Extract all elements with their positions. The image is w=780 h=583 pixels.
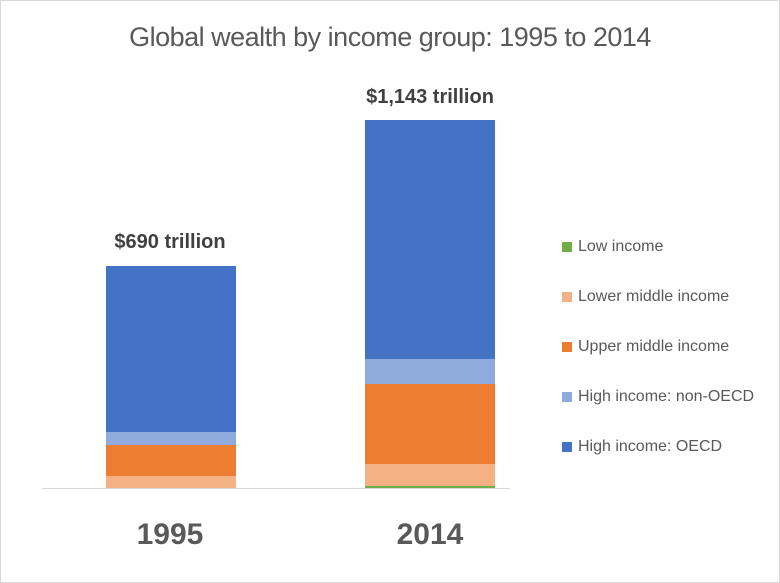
total-label-1995: $690 trillion [114, 231, 226, 253]
legend-swatch-icon [562, 242, 572, 252]
legend-swatch-icon [562, 292, 572, 302]
legend-item: Low income [562, 238, 663, 256]
bar-segment-1995-4 [106, 266, 236, 433]
bar-segment-2014-4 [365, 120, 495, 359]
legend-swatch-icon [562, 442, 572, 452]
legend-label: Upper middle income [578, 338, 730, 355]
x-tick-2014: 2014 [396, 518, 464, 551]
legend-item: High income: OECD [562, 438, 722, 456]
legend-label: Low income [578, 238, 664, 255]
legend-item: Upper middle income [562, 338, 729, 356]
total-label-2014: $1,143 trillion [366, 86, 494, 108]
bar-segment-1995-1 [106, 475, 236, 488]
bar-2014 [365, 120, 495, 488]
legend-label: High income: non-OECD [578, 388, 755, 405]
x-axis-line [42, 488, 510, 489]
bar-segment-1995-3 [106, 432, 236, 445]
bar-1995 [106, 266, 236, 488]
bar-segment-2014-0 [365, 486, 495, 488]
bar-segment-1995-2 [106, 444, 236, 476]
legend-label: Lower middle income [578, 288, 730, 305]
bar-segment-2014-1 [365, 464, 495, 487]
bar-segment-2014-3 [365, 358, 495, 385]
legend-swatch-icon [562, 392, 572, 402]
x-tick-1995: 1995 [136, 518, 204, 551]
chart-title: Global wealth by income group: 1995 to 2… [129, 22, 651, 52]
legend-swatch-icon [562, 342, 572, 352]
legend-label: High income: OECD [578, 438, 723, 455]
legend-item: Lower middle income [562, 288, 729, 306]
bar-segment-2014-2 [365, 384, 495, 465]
legend-item: High income: non-OECD [562, 388, 754, 406]
